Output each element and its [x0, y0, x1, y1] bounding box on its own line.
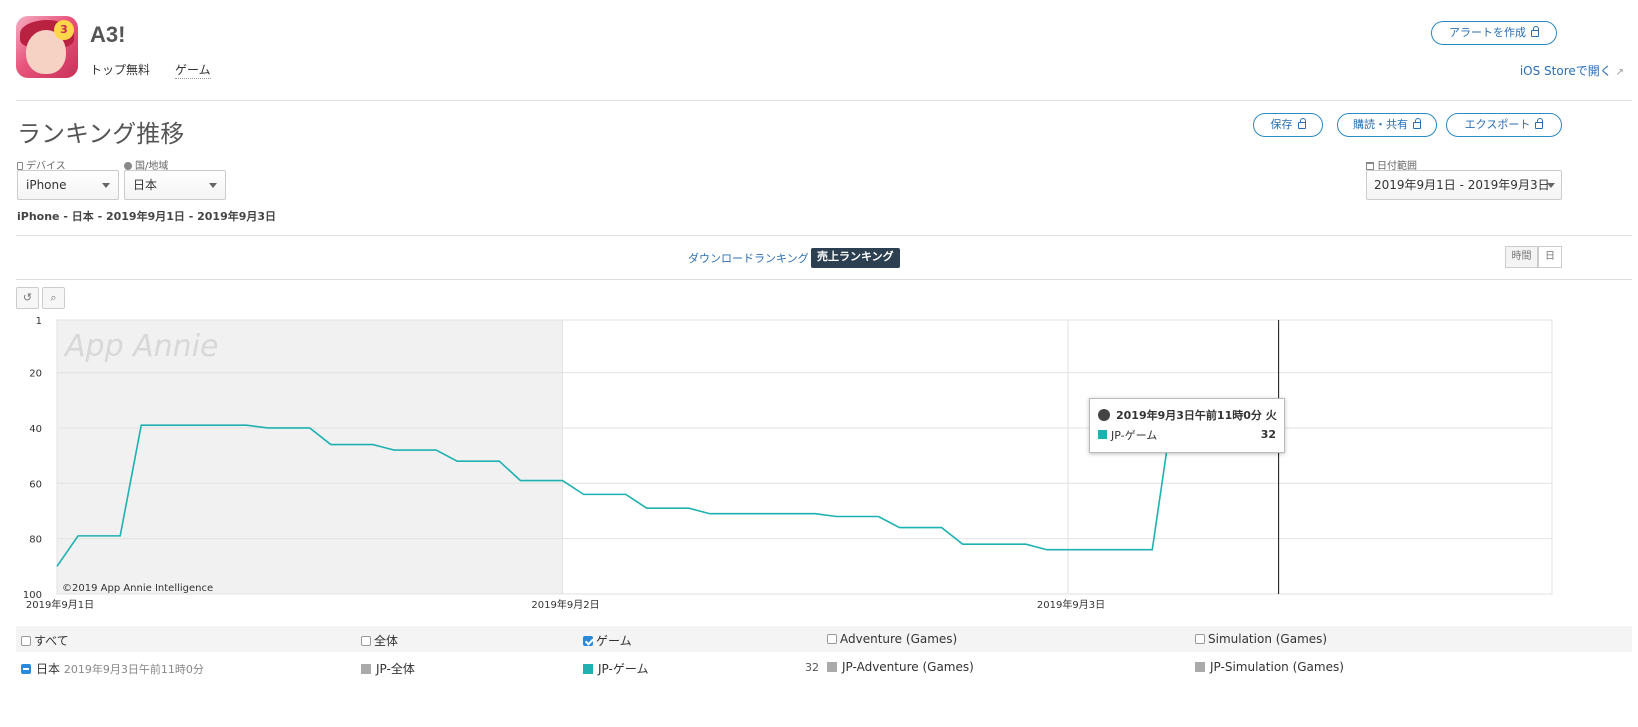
create-alert-button[interactable]: アラートを作成 [1431, 21, 1557, 45]
legend-all-checkbox[interactable]: すべて [21, 632, 69, 649]
device-icon [17, 162, 23, 170]
section-divider [16, 235, 1632, 236]
collapse-icon [21, 664, 31, 674]
y-tick-label: 1 [36, 316, 42, 327]
globe-icon [1098, 409, 1110, 421]
export-label: エクスポート [1464, 118, 1531, 131]
external-link-icon: ↗ [1615, 67, 1624, 78]
filter-summary: iPhone - 日本 - 2019年9月1日 - 2019年9月3日 [17, 210, 277, 223]
x-tick-label: 2019年9月3日 [1037, 598, 1105, 611]
country-value: 日本 [133, 178, 158, 192]
lock-icon [1297, 118, 1306, 129]
app-title: A3! [90, 22, 126, 47]
lock-icon [1413, 118, 1421, 129]
series-line [56, 404, 1279, 567]
tab-download-ranking[interactable]: ダウンロードランキング [688, 252, 809, 265]
checkbox-checked-icon [583, 636, 593, 646]
checkbox-icon [827, 634, 837, 644]
tooltip-date: 2019年9月3日午前11時0分 火 [1098, 407, 1277, 423]
header-divider [16, 100, 1632, 101]
country-label: 国/地域 [124, 157, 168, 172]
x-tick-label: 2019年9月1日 [26, 598, 94, 611]
legend-row-game-value: 32 [805, 661, 819, 674]
create-alert-label: アラートを作成 [1449, 26, 1526, 39]
checkbox-icon [21, 636, 31, 646]
globe-icon [124, 162, 132, 170]
y-tick-label: 60 [29, 479, 42, 490]
y-tick-label: 100 [23, 590, 42, 601]
subscribe-share-button[interactable]: 購読・共有 [1337, 113, 1437, 137]
legend-row-adventure[interactable]: JP-Adventure (Games) [827, 660, 974, 674]
legend-header [16, 626, 1632, 652]
chevron-down-icon [1547, 183, 1555, 188]
lock-icon [1535, 118, 1544, 129]
device-label: デバイス [17, 157, 66, 172]
undo-icon: ↺ [22, 291, 33, 304]
series-swatch [1195, 662, 1205, 672]
copyright-text: ©2019 App Annie Intelligence [62, 583, 213, 594]
country-select[interactable]: 日本 [124, 170, 226, 200]
y-tick-label: 40 [29, 424, 42, 435]
tab-sales-ranking[interactable]: 売上ランキング [811, 248, 900, 268]
date-range-value: 2019年9月1日 - 2019年9月3日 [1374, 178, 1550, 192]
checkbox-icon [361, 636, 371, 646]
ios-store-link[interactable]: iOS Storeで開く ↗ [1520, 62, 1624, 79]
past-period-shading [57, 320, 563, 594]
subscribe-share-label: 購読・共有 [1353, 118, 1408, 131]
series-swatch [827, 662, 837, 672]
save-label: 保存 [1270, 118, 1293, 131]
date-range-select[interactable]: 2019年9月1日 - 2019年9月3日 [1366, 170, 1562, 200]
watermark-logo: App Annie [63, 329, 219, 364]
calendar-icon [1366, 162, 1374, 170]
granularity-day-button[interactable]: 日 [1538, 246, 1562, 268]
category-game-link[interactable]: ゲーム [175, 63, 211, 79]
chevron-down-icon [102, 183, 110, 188]
ios-store-label: iOS Storeで開く [1519, 64, 1612, 78]
chevron-down-icon [209, 183, 217, 188]
category-top-free: トップ無料 [90, 63, 151, 77]
legend-country-row[interactable]: 日本 2019年9月3日午前11時0分 [21, 660, 204, 677]
app-icon: 3 [16, 16, 78, 78]
chart-tooltip: 2019年9月3日午前11時0分 火 JP-ゲーム 32 [1089, 398, 1285, 453]
date-range-label: 日付範囲 [1366, 157, 1417, 172]
x-tick-label: 2019年9月2日 [531, 598, 599, 611]
device-select[interactable]: iPhone [17, 170, 119, 200]
page-title: ランキング推移 [17, 120, 185, 148]
legend-adventure-checkbox[interactable]: Adventure (Games) [827, 632, 957, 646]
legend-row-overall[interactable]: JP-全体 [361, 660, 415, 677]
tooltip-series-swatch [1098, 430, 1107, 439]
y-tick-label: 80 [29, 535, 42, 546]
save-button[interactable]: 保存 [1253, 113, 1323, 137]
zoom-icon: ⌕ [50, 291, 57, 304]
legend-game-checkbox[interactable]: ゲーム [583, 632, 632, 649]
y-tick-label: 20 [29, 369, 42, 380]
series-swatch [583, 664, 593, 674]
chart-top-divider [16, 279, 1632, 280]
series-swatch [361, 664, 371, 674]
zoom-button[interactable]: ⌕ [42, 287, 65, 309]
lock-icon [1531, 26, 1539, 37]
legend-overall-checkbox[interactable]: 全体 [361, 632, 398, 649]
app-icon-badge: 3 [54, 20, 74, 40]
tooltip-value: 32 [1260, 428, 1276, 441]
checkbox-icon [1195, 634, 1205, 644]
legend-row-date: 2019年9月3日午前11時0分 [63, 663, 204, 676]
device-value: iPhone [26, 178, 67, 192]
export-button[interactable]: エクスポート [1446, 113, 1562, 137]
tooltip-series-name: JP-ゲーム [1111, 429, 1158, 442]
legend-simulation-checkbox[interactable]: Simulation (Games) [1195, 632, 1327, 646]
reset-zoom-button[interactable]: ↺ [16, 287, 39, 309]
granularity-hour-button[interactable]: 時間 [1505, 246, 1538, 268]
legend-row-game[interactable]: JP-ゲーム [583, 660, 648, 677]
legend-row-simulation[interactable]: JP-Simulation (Games) [1195, 660, 1344, 674]
